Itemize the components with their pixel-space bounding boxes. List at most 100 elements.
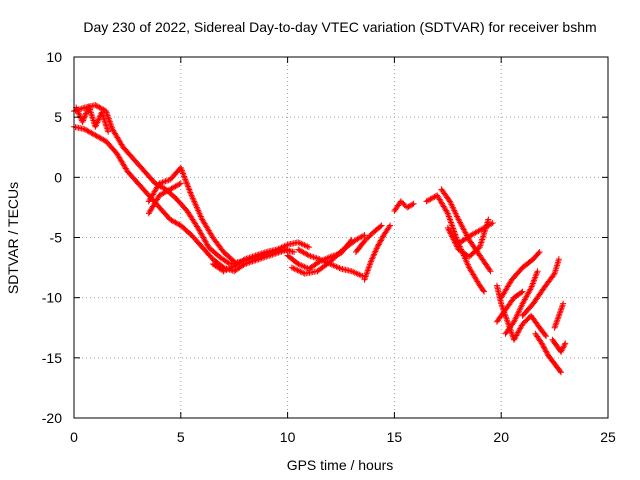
- data-point: [371, 251, 378, 258]
- data-point: [559, 346, 566, 353]
- series-track-6: [209, 239, 312, 275]
- data-point: [375, 242, 382, 249]
- data-point: [379, 234, 386, 241]
- data-point: [538, 340, 545, 347]
- data-point: [447, 230, 454, 237]
- series-track-17: [493, 282, 550, 343]
- data-point: [480, 287, 487, 294]
- x-axis-label: GPS time / hours: [287, 457, 394, 473]
- data-point: [81, 114, 88, 121]
- series-track-19: [493, 288, 526, 325]
- series-track-23: [551, 300, 567, 331]
- series-track-12: [391, 198, 417, 215]
- data-point: [288, 264, 295, 271]
- data-point: [93, 120, 100, 127]
- data-point: [560, 343, 567, 350]
- data-point: [94, 118, 101, 125]
- axis-ticks: [73, 56, 609, 419]
- data-point: [540, 344, 547, 351]
- data-point: [450, 236, 457, 243]
- x-tick-label: 0: [70, 429, 78, 445]
- data-point: [183, 180, 190, 187]
- data-point: [386, 223, 393, 230]
- data-point: [178, 166, 185, 173]
- data-point: [481, 288, 488, 295]
- series-track-18: [498, 248, 543, 301]
- data-point: [183, 179, 190, 186]
- data-point: [367, 258, 374, 265]
- data-point: [80, 116, 87, 123]
- data-point: [373, 245, 380, 252]
- data-point: [182, 177, 189, 184]
- chart-title: Day 230 of 2022, Sidereal Day-to-day VTE…: [83, 19, 596, 35]
- data-point: [82, 111, 89, 118]
- data-point: [543, 348, 550, 355]
- data-point: [178, 167, 185, 174]
- data-point: [295, 267, 302, 274]
- data-point: [369, 254, 376, 261]
- data-point: [445, 226, 452, 233]
- data-point: [378, 236, 385, 243]
- y-tick-label: 10: [46, 49, 62, 65]
- data-point: [230, 257, 237, 264]
- series-track-13: [423, 192, 488, 295]
- data-point: [187, 189, 194, 196]
- data-points: [71, 102, 569, 376]
- series-track-1: [71, 123, 291, 275]
- data-point: [449, 234, 456, 241]
- data-point: [181, 174, 188, 181]
- y-tick-label: -20: [42, 410, 62, 426]
- series-track-22: [532, 330, 565, 376]
- series-track-16: [455, 220, 496, 247]
- series-track-20: [502, 268, 541, 337]
- data-point: [542, 331, 549, 338]
- data-point: [550, 271, 557, 278]
- data-point: [377, 237, 384, 244]
- x-tick-label: 15: [387, 429, 403, 445]
- data-point: [373, 247, 380, 254]
- data-point: [374, 244, 381, 251]
- data-point: [312, 254, 319, 261]
- data-point: [446, 227, 453, 234]
- data-point: [75, 110, 82, 117]
- data-point: [387, 222, 394, 229]
- data-point: [540, 343, 547, 350]
- data-point: [449, 233, 456, 240]
- series-track-14: [438, 186, 494, 275]
- data-point: [543, 349, 550, 356]
- data-point: [161, 178, 168, 185]
- data-point: [527, 286, 534, 293]
- data-point: [240, 257, 247, 264]
- data-point: [105, 128, 112, 135]
- data-point: [360, 232, 367, 239]
- data-point: [368, 257, 375, 264]
- data-point: [487, 268, 494, 275]
- y-tick-label: -5: [50, 230, 63, 246]
- data-point: [184, 182, 191, 189]
- x-tick-label: 10: [280, 429, 296, 445]
- data-point: [489, 220, 496, 227]
- data-point: [176, 181, 183, 188]
- data-point: [543, 333, 550, 340]
- data-point: [293, 266, 300, 273]
- data-point: [562, 340, 569, 347]
- data-point: [557, 368, 564, 375]
- y-tick-label: 5: [54, 109, 62, 125]
- data-point: [519, 288, 526, 295]
- data-point: [291, 248, 298, 255]
- series-track-11: [352, 222, 385, 255]
- y-tick-label: -15: [42, 350, 62, 366]
- data-point: [488, 220, 495, 227]
- data-point: [73, 105, 80, 112]
- data-point: [539, 341, 546, 348]
- data-point: [182, 176, 189, 183]
- data-point: [361, 232, 368, 239]
- data-point: [448, 232, 455, 239]
- data-point: [377, 223, 384, 230]
- data-point: [177, 164, 184, 171]
- data-point: [377, 238, 384, 245]
- data-point: [79, 118, 86, 125]
- data-point: [291, 265, 298, 272]
- data-point: [304, 251, 311, 258]
